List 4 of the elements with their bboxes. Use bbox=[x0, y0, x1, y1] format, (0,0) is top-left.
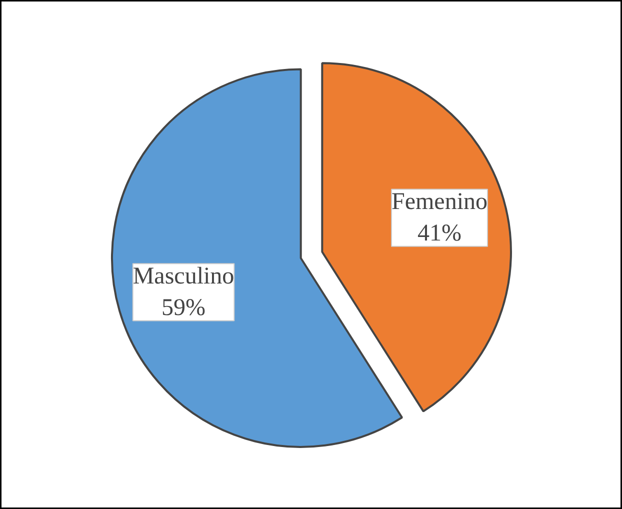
data-label: 41% bbox=[417, 220, 462, 246]
slice-label: Femenino bbox=[392, 189, 488, 216]
slice-label: Masculino bbox=[132, 264, 234, 290]
data-label: 59% bbox=[162, 294, 206, 321]
